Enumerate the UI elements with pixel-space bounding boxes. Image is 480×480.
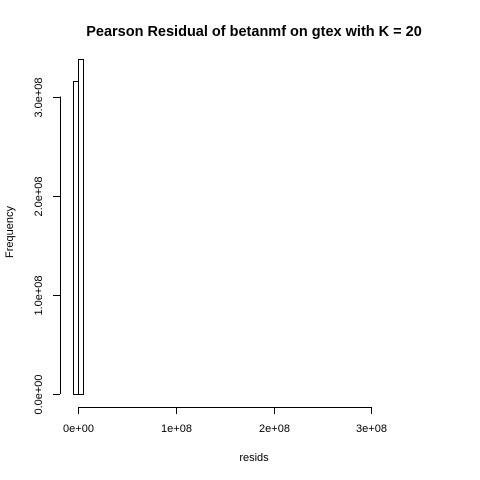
x-axis: 0e+00 1e+08 2e+08 3e+08 — [63, 407, 387, 435]
x-tick-label: 0e+00 — [63, 423, 94, 435]
x-tick-label: 1e+08 — [161, 423, 192, 435]
bars-group — [73, 59, 84, 395]
y-tick-label: 2.0e+08 — [33, 176, 45, 216]
histogram-bar — [78, 59, 84, 395]
x-tick-label: 2e+08 — [259, 423, 290, 435]
x-tick-label: 3e+08 — [356, 423, 387, 435]
y-axis-label: Frequency — [4, 206, 16, 258]
x-axis-label: resids — [239, 452, 269, 464]
y-tick-label: 3.0e+08 — [33, 77, 45, 117]
chart-title: Pearson Residual of betanmf on gtex with… — [86, 24, 422, 40]
histogram-bar — [73, 81, 79, 395]
y-axis: 0.0e+00 1.0e+08 2.0e+08 3.0e+08 — [33, 77, 61, 415]
y-tick-label: 0.0e+00 — [33, 374, 45, 414]
y-tick-label: 1.0e+08 — [33, 275, 45, 315]
